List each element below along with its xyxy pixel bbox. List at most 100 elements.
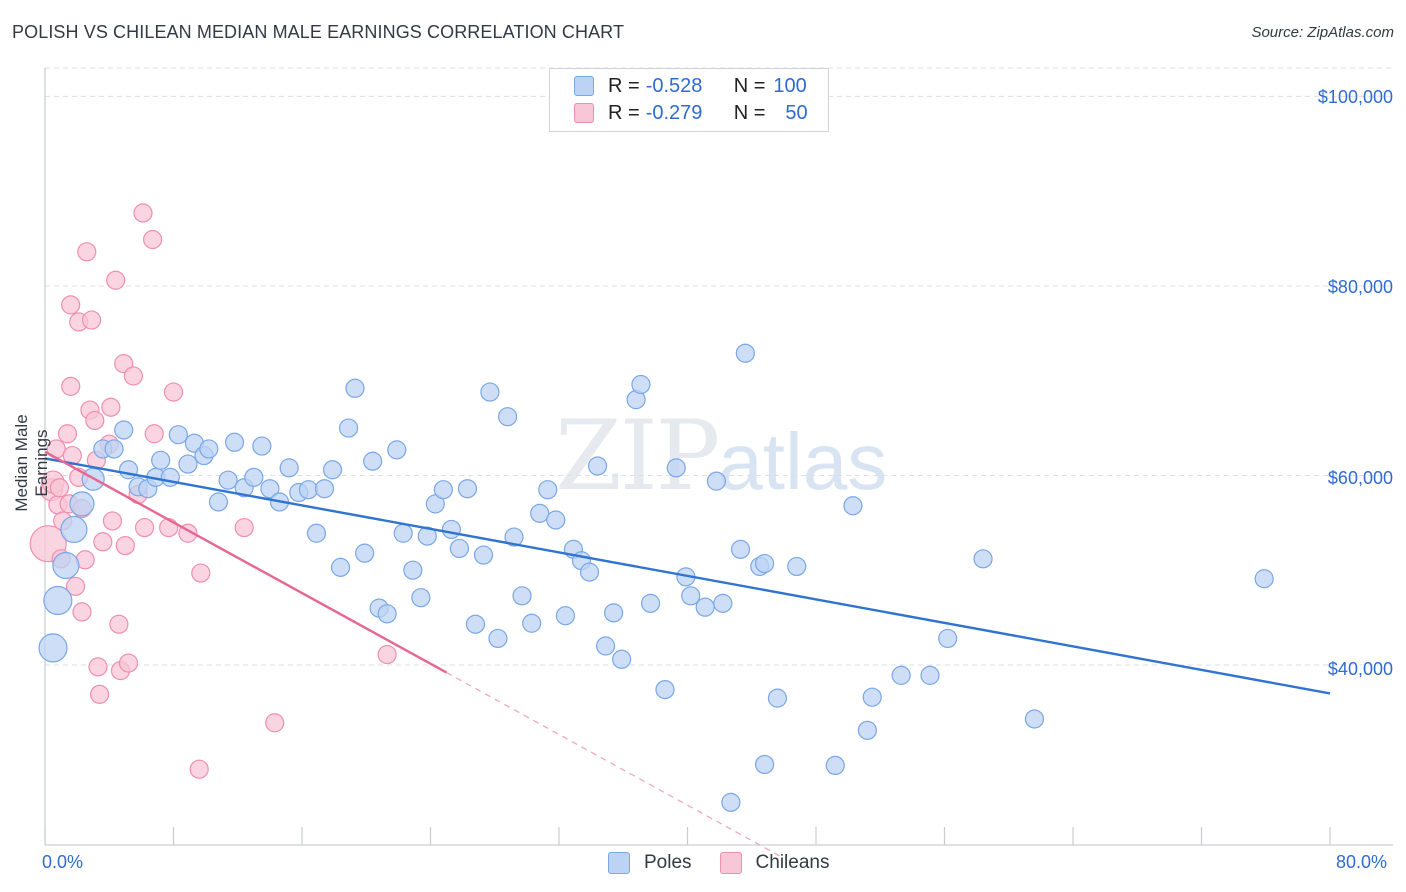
- poles-point: [473, 545, 494, 565]
- chileans-point: [88, 657, 108, 677]
- poles-point: [530, 503, 550, 523]
- chileans-point: [85, 410, 105, 431]
- poles-point: [330, 557, 351, 577]
- poles-point: [938, 628, 958, 649]
- poles-point: [595, 636, 616, 656]
- legend-swatch-poles: [574, 76, 594, 96]
- chileans-point: [123, 366, 143, 386]
- poles-point: [825, 755, 845, 776]
- y-tick-label: $40,000: [1327, 659, 1393, 679]
- x-tick-label-max: 80.0%: [1336, 852, 1388, 872]
- poles-point: [199, 439, 219, 459]
- poles-point: [695, 597, 715, 617]
- poles-point: [393, 523, 413, 543]
- chileans-point: [77, 242, 97, 262]
- poles-point: [522, 613, 542, 633]
- poles-point: [579, 562, 600, 582]
- poles-point: [208, 492, 229, 512]
- poles-point: [973, 549, 993, 569]
- legend-swatch-chileans: [574, 103, 594, 123]
- legend-row-chileans: R = -0.279 N = 50: [574, 101, 808, 125]
- legend-r-label: R =: [608, 74, 640, 97]
- watermark: ZIPatlas: [555, 400, 887, 512]
- chileans-point: [265, 713, 285, 733]
- poles-point: [151, 450, 171, 470]
- poles-point: [498, 407, 518, 427]
- poles-point: [314, 479, 335, 499]
- chileans-point: [234, 517, 254, 538]
- chileans-point: [61, 376, 81, 396]
- poles-point: [457, 479, 478, 499]
- y-tick-label: $100,000: [1317, 87, 1393, 107]
- chileans-point: [61, 295, 81, 315]
- chileans-trendline-extension: [446, 671, 785, 859]
- poles-point: [298, 480, 319, 500]
- y-tick-label: $80,000: [1327, 277, 1393, 297]
- poles-point: [218, 470, 238, 490]
- poles-point: [681, 586, 701, 606]
- poles-point: [322, 460, 343, 480]
- legend-n-label: N =: [733, 74, 766, 97]
- poles-point: [555, 606, 576, 626]
- legend-item-chileans: Chileans: [719, 852, 829, 874]
- y-tick-label: $60,000: [1327, 468, 1393, 488]
- poles-point: [730, 539, 751, 559]
- chileans-point: [57, 424, 78, 444]
- poles-point: [52, 551, 80, 580]
- poles-point: [363, 451, 383, 471]
- poles-point: [546, 510, 566, 530]
- poles-point: [465, 614, 486, 634]
- poles-point: [754, 754, 775, 775]
- poles-point: [488, 628, 508, 649]
- poles-trendline: [44, 457, 1331, 695]
- chileans-point: [163, 382, 184, 402]
- chart-title: POLISH VS CHILEAN MEDIAN MALE EARNINGS C…: [12, 22, 625, 42]
- poles-point: [604, 603, 624, 623]
- legend-label-poles: Poles: [644, 852, 692, 873]
- watermark-atlas: atlas: [718, 417, 888, 506]
- chileans-point: [90, 684, 110, 704]
- poles-point: [666, 458, 686, 478]
- legend-item-poles: Poles: [608, 852, 692, 874]
- legend-row-poles: R = -0.528 N = 100: [574, 74, 807, 98]
- watermark-zip: ZIP: [555, 400, 720, 512]
- poles-point: [433, 480, 453, 500]
- legend-n-value: 100: [773, 74, 807, 97]
- poles-point: [338, 418, 359, 438]
- poles-point: [480, 382, 500, 402]
- poles-point: [587, 456, 608, 476]
- chileans-point: [133, 203, 153, 223]
- chileans-point: [49, 478, 70, 498]
- poles-point: [279, 458, 299, 478]
- chileans-point: [159, 517, 179, 538]
- poles-point: [43, 585, 73, 616]
- chileans-point: [115, 535, 135, 556]
- legend-r-value: -0.528: [645, 74, 703, 97]
- poles-point: [252, 436, 272, 456]
- chileans-point: [118, 653, 139, 673]
- x-tick-label-min: 0.0%: [42, 852, 84, 872]
- poles-point: [713, 593, 733, 613]
- poles-point: [504, 527, 524, 547]
- poles-point: [441, 519, 461, 540]
- poles-point: [655, 679, 675, 700]
- chileans-point: [144, 424, 164, 444]
- poles-point: [767, 688, 788, 708]
- poles-point: [891, 665, 911, 685]
- legend-swatch-poles: [608, 852, 630, 874]
- poles-point: [178, 454, 198, 474]
- poles-point: [104, 439, 124, 459]
- legend-n-label: N =: [733, 101, 766, 124]
- poles-point: [244, 467, 264, 487]
- poles-point: [387, 440, 407, 460]
- correlation-legend: R = -0.528 N = 100 R = -0.279 N = 50: [549, 68, 829, 132]
- poles-point: [38, 633, 68, 663]
- poles-point: [843, 496, 863, 516]
- poles-point: [355, 543, 375, 563]
- poles-point: [60, 515, 88, 544]
- y-axis-title: Median Male Earnings: [12, 414, 51, 512]
- poles-point: [735, 343, 755, 363]
- chart-source: Source: ZipAtlas.com: [1251, 24, 1394, 41]
- poles-point: [118, 460, 139, 480]
